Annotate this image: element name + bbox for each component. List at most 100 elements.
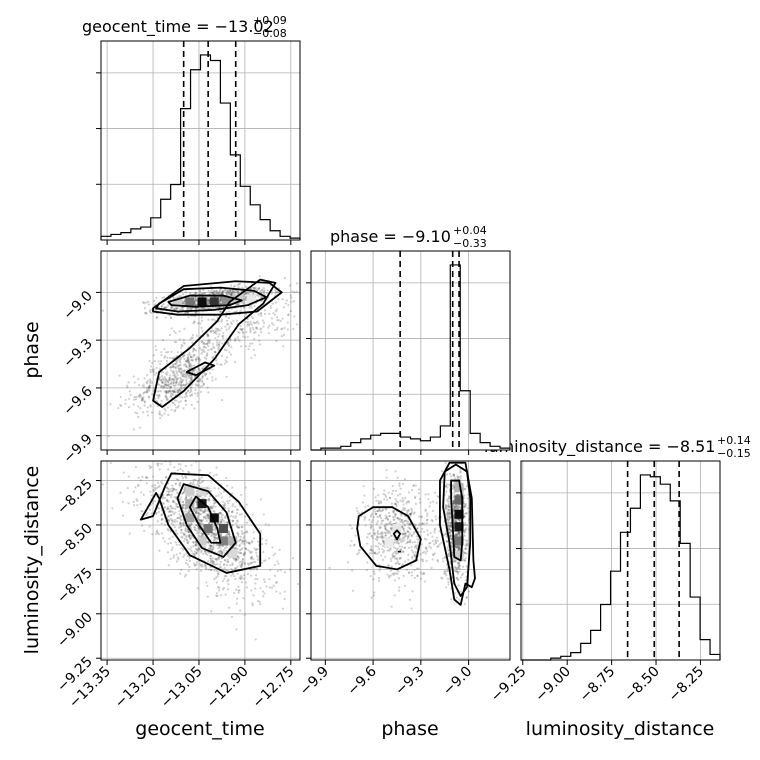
- sample-point: [224, 516, 227, 520]
- sample-point: [224, 574, 228, 578]
- sample-point: [422, 571, 425, 574]
- sample-point: [385, 523, 388, 526]
- sample-point: [431, 539, 434, 542]
- sample-point: [420, 516, 423, 519]
- sample-point: [200, 520, 203, 523]
- sample-point: [429, 501, 432, 504]
- sample-point: [464, 522, 467, 525]
- sample-point: [268, 312, 271, 315]
- sample-point: [232, 515, 235, 518]
- sample-point: [378, 515, 381, 518]
- sample-point: [379, 533, 382, 536]
- sample-point: [181, 504, 185, 508]
- sample-point: [158, 367, 162, 370]
- sample-point: [365, 568, 368, 572]
- sample-point: [152, 368, 155, 371]
- sample-point: [174, 390, 177, 393]
- sample-point: [442, 560, 445, 563]
- sample-point: [268, 324, 271, 327]
- sample-point: [444, 505, 447, 509]
- sample-point: [274, 290, 277, 293]
- sample-point: [425, 559, 428, 563]
- sample-point: [190, 378, 193, 381]
- sample-point: [349, 544, 352, 547]
- sample-point: [185, 534, 188, 537]
- sample-point: [221, 335, 224, 338]
- sample-point: [447, 528, 451, 531]
- sample-point: [208, 544, 211, 547]
- sample-point: [390, 502, 393, 505]
- sample-point: [241, 330, 245, 334]
- sample-point: [374, 513, 377, 516]
- sample-point: [246, 562, 250, 565]
- sample-point: [448, 516, 451, 519]
- sample-point: [396, 547, 399, 550]
- sample-point: [399, 548, 403, 551]
- sample-point: [451, 554, 454, 557]
- sample-point: [204, 373, 207, 376]
- sample-point: [199, 519, 202, 522]
- sample-point: [374, 512, 378, 515]
- sample-point: [212, 289, 215, 293]
- sample-point: [204, 546, 207, 549]
- sample-point: [396, 558, 399, 561]
- sample-point: [139, 394, 142, 398]
- sample-point: [172, 500, 175, 503]
- sample-point: [252, 321, 255, 324]
- sample-point: [194, 506, 198, 510]
- sample-point: [428, 545, 431, 548]
- sample-point: [212, 562, 216, 566]
- sample-point: [188, 365, 191, 368]
- sample-point: [228, 533, 231, 536]
- sample-point: [242, 597, 245, 600]
- sample-point: [181, 548, 185, 551]
- sample-point: [234, 559, 237, 562]
- sample-point: [188, 524, 191, 527]
- sample-point: [220, 550, 223, 554]
- sample-point: [236, 555, 239, 558]
- sample-point: [193, 292, 197, 295]
- sample-point: [194, 544, 197, 547]
- sample-point: [241, 560, 244, 563]
- sample-point: [376, 535, 379, 538]
- sample-point: [170, 392, 173, 396]
- sample-point: [246, 323, 250, 326]
- sample-point: [168, 390, 171, 393]
- sample-point: [173, 520, 177, 523]
- sample-point: [447, 508, 450, 511]
- sample-point: [419, 577, 423, 580]
- sample-point: [459, 576, 463, 579]
- sample-point: [364, 524, 367, 527]
- sample-point: [187, 361, 190, 365]
- sample-point: [388, 496, 392, 499]
- sample-point: [189, 307, 193, 310]
- sample-point: [394, 489, 398, 493]
- sample-point: [448, 521, 451, 524]
- sample-point: [235, 310, 238, 313]
- sample-point: [224, 568, 227, 572]
- sample-point: [252, 537, 256, 540]
- sample-point: [378, 535, 382, 539]
- sample-point: [169, 387, 172, 390]
- sample-point: [161, 482, 164, 485]
- sample-point: [208, 512, 211, 515]
- sample-point: [187, 359, 190, 362]
- sample-point: [196, 358, 199, 361]
- sample-point: [140, 491, 143, 494]
- sample-point: [220, 594, 223, 597]
- sample-point: [279, 569, 282, 572]
- sample-point: [244, 531, 247, 534]
- sample-point: [147, 385, 151, 389]
- sample-point: [220, 552, 223, 555]
- sample-point: [147, 300, 150, 303]
- sample-point: [211, 547, 214, 550]
- contour-line: [152, 280, 283, 316]
- sample-point: [197, 527, 200, 530]
- sample-point: [414, 545, 417, 548]
- sample-point: [177, 558, 180, 561]
- sample-point: [446, 517, 449, 520]
- sample-point: [165, 379, 168, 382]
- sample-point: [262, 292, 266, 295]
- sample-point: [456, 532, 459, 536]
- sample-point: [408, 522, 411, 525]
